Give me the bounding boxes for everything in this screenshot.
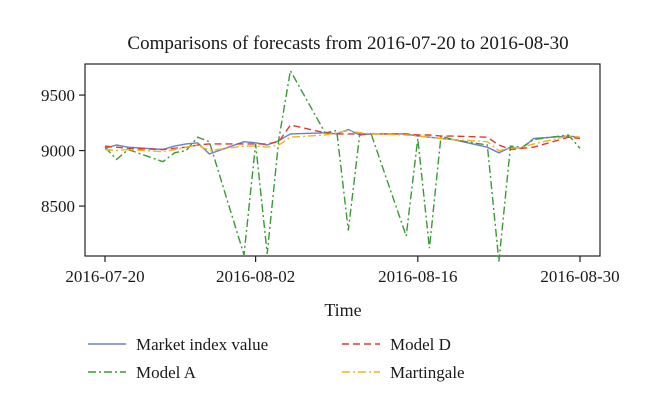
x-tick-label: 2016-07-20 <box>65 267 144 286</box>
series-line-model-d <box>104 124 581 151</box>
legend-label-model-a: Model A <box>136 363 197 382</box>
plot-area-frame <box>84 63 601 257</box>
x-tick-label: 2016-08-30 <box>540 267 619 286</box>
x-axis-ticks: 2016-07-20 2016-08-02 2016-08-16 2016-08-30 <box>65 256 620 286</box>
y-axis-ticks: 8500 9000 9500 <box>41 86 85 216</box>
series-layer <box>104 68 581 262</box>
y-tick-label: 9500 <box>41 86 75 105</box>
legend-label-model-d: Model D <box>390 335 451 354</box>
chart-title: Comparisons of forecasts from 2016-07-20… <box>127 33 568 54</box>
x-axis-label: Time <box>324 300 361 320</box>
legend: Market index value Model A Model D Martinga… <box>88 335 465 382</box>
series-line-market-index-value <box>104 128 581 155</box>
series-line-martingale <box>104 129 581 153</box>
x-tick-label: 2016-08-16 <box>378 267 457 286</box>
legend-label-market-index-value: Market index value <box>136 335 268 354</box>
y-tick-label: 9000 <box>41 142 75 161</box>
series-line-model-a <box>104 68 581 262</box>
legend-label-martingale: Martingale <box>390 363 465 382</box>
y-tick-label: 8500 <box>41 197 75 216</box>
x-tick-label: 2016-08-02 <box>216 267 295 286</box>
